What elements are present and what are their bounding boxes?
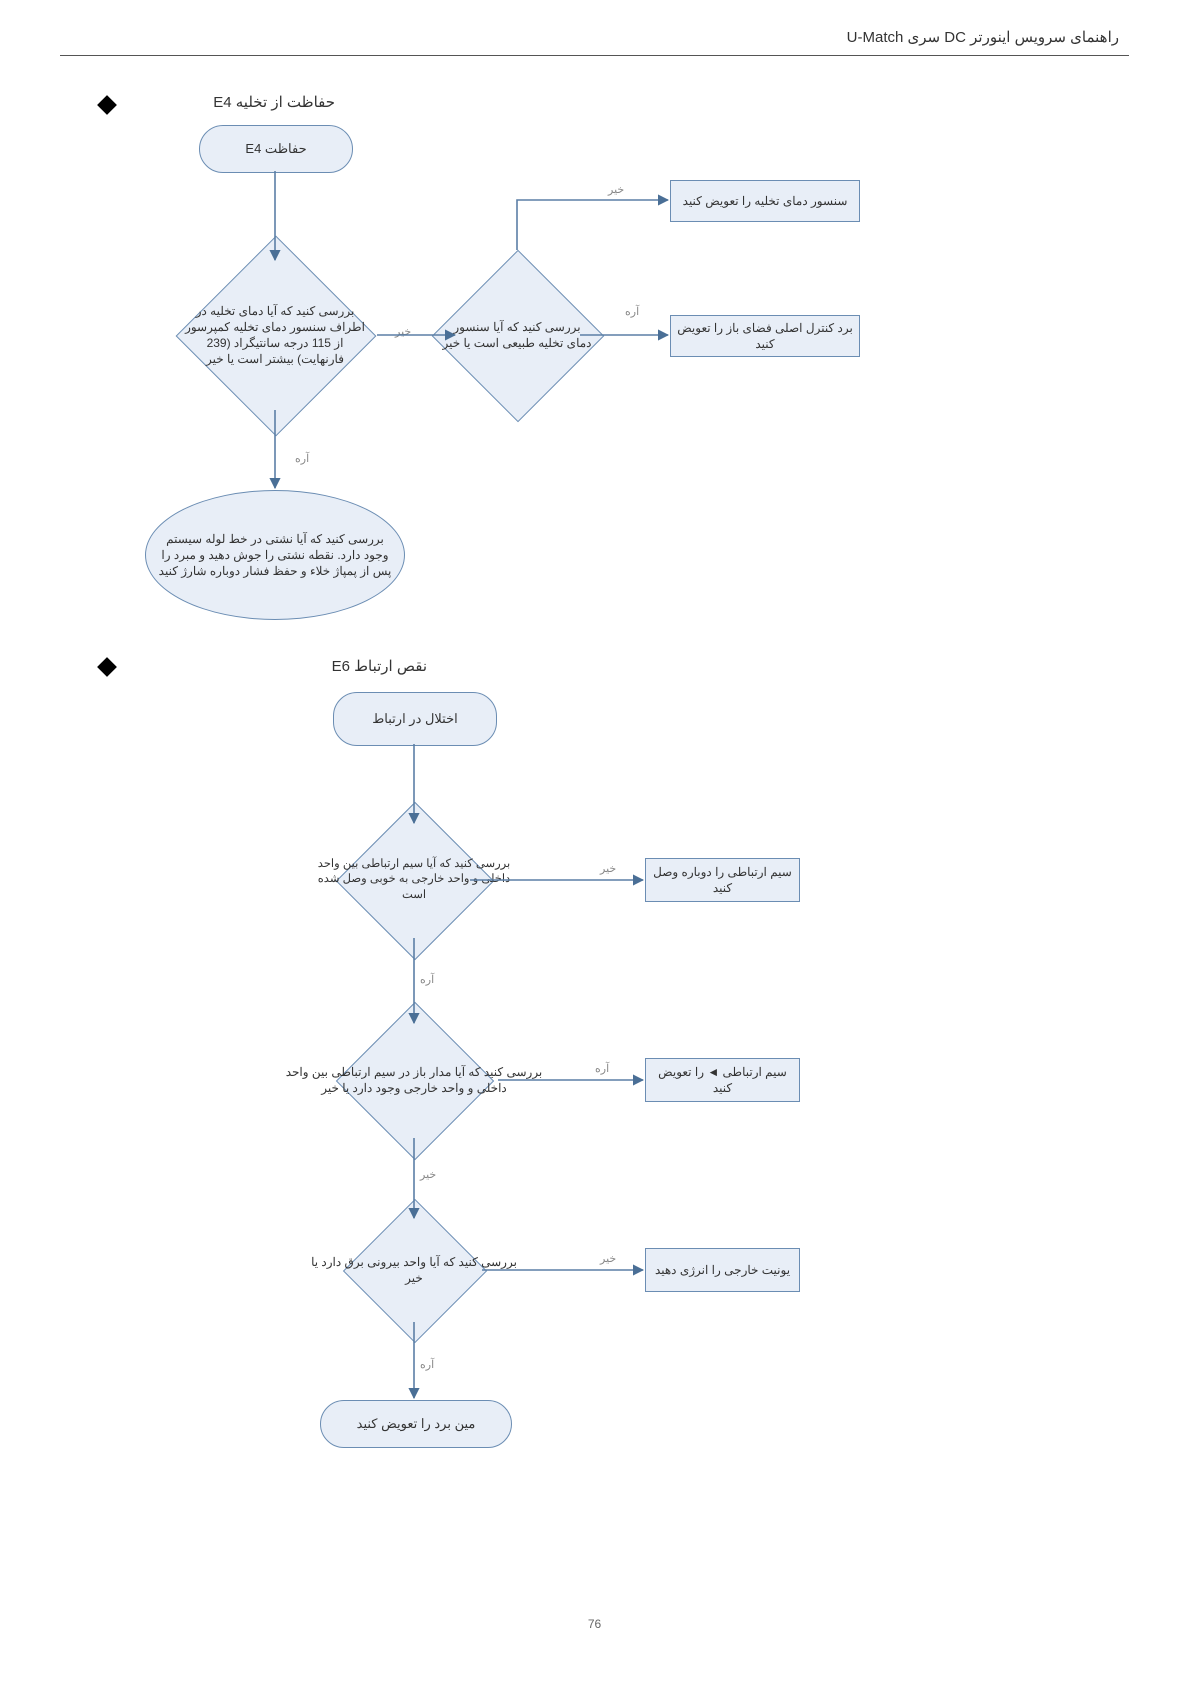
s2-d3-text: بررسی کنید که آیا واحد بیرونی برق دارد ی… (298, 1200, 530, 1340)
s1-process1: بررسی کنید که آیا نشتی در خط لوله سیستم … (145, 490, 405, 620)
section1-title: حفاظت از تخلیه E4 (135, 93, 335, 111)
page-number: 76 (0, 1617, 1189, 1631)
s1-start: حفاظت E4 (199, 125, 353, 173)
s1-diamond2: بررسی کنید که آیا سنسور دمای تخلیه طبیعی… (430, 248, 604, 422)
s2-lbl-yes3: آره (420, 1358, 434, 1371)
s2-rect1: سیم ارتباطی را دوباره وصل کنید (645, 858, 800, 902)
s2-lbl-no3: خیر (600, 1252, 616, 1265)
s1-rect2: برد کنترل اصلی فضای باز را تعویض کنید (670, 315, 860, 357)
section2-title: نقص ارتباط E6 (127, 657, 427, 675)
s1-lbl-no2: خیر (608, 183, 624, 196)
s2-diamond3: بررسی کنید که آیا واحد بیرونی برق دارد ی… (298, 1200, 530, 1340)
s1-diamond1: بررسی کنید که آیا دمای تخلیه در اطراف سن… (175, 235, 375, 435)
bullet-icon-2 (97, 657, 117, 677)
s1-lbl-yes2: آره (625, 305, 639, 318)
s1-lbl-yes1: آره (295, 452, 309, 465)
s2-lbl-no2b: خیر (420, 1168, 436, 1181)
s2-end: مین برد را تعویض کنید (320, 1400, 512, 1448)
s2-rect2: سیم ارتباطی ◄ را تعویض کنید (645, 1058, 800, 1102)
s2-start: اختلال در ارتباط (333, 692, 497, 746)
s2-diamond1: بررسی کنید که آیا سیم ارتباطی بین واحد د… (305, 805, 523, 955)
s2-d2-text: بررسی کنید که آیا مدار باز در سیم ارتباط… (275, 1005, 553, 1155)
s2-lbl-no1: خیر (600, 862, 616, 875)
s1-rect1: سنسور دمای تخلیه را تعویض کنید (670, 180, 860, 222)
s2-rect3: یونیت خارجی را انرژی دهید (645, 1248, 800, 1292)
s1-lbl-no1: خیر (395, 325, 411, 338)
page-header: راهنمای سرویس اینورتر DC سری U-Match (847, 28, 1119, 46)
header-rule (60, 55, 1129, 56)
s1-d1-text: بررسی کنید که آیا دمای تخلیه در اطراف سن… (175, 235, 375, 435)
s2-lbl-yes2: آره (595, 1062, 609, 1075)
s1-d2-text: بررسی کنید که آیا سنسور دمای تخلیه طبیعی… (430, 248, 604, 422)
bullet-icon (97, 95, 117, 115)
s2-lbl-yes2a: آره (420, 973, 434, 986)
s2-d1-text: بررسی کنید که آیا سیم ارتباطی بین واحد د… (305, 805, 523, 955)
s2-diamond2: بررسی کنید که آیا مدار باز در سیم ارتباط… (275, 1005, 553, 1155)
